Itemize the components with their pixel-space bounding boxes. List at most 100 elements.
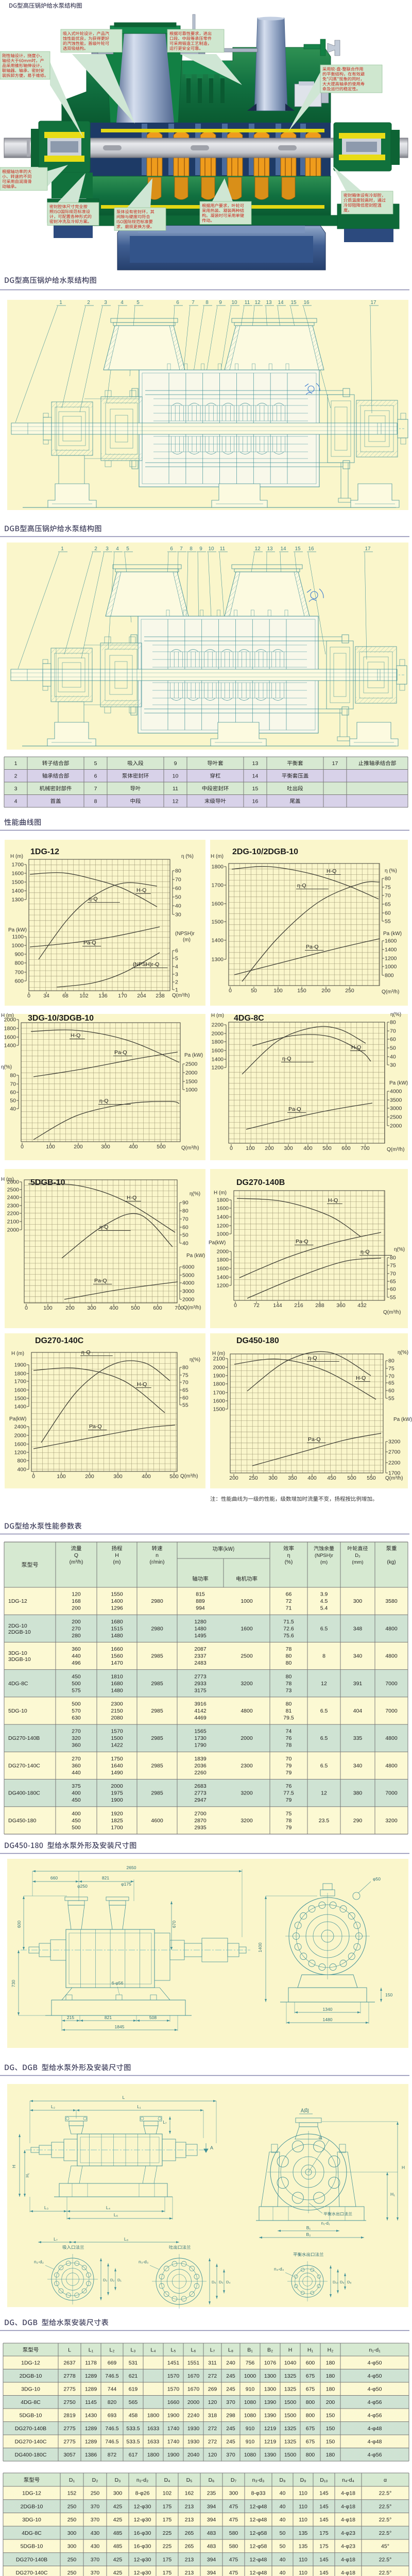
svg-text:B₂: B₂: [267, 2347, 273, 2353]
svg-text:7000: 7000: [385, 1681, 398, 1687]
svg-text:13: 13: [266, 300, 272, 306]
svg-text:2337: 2337: [194, 1653, 207, 1659]
svg-text:30: 30: [175, 912, 181, 918]
svg-text:(r/min): (r/min): [150, 1560, 165, 1565]
svg-text:1975: 1975: [111, 1790, 123, 1797]
svg-text:5DGB-10: 5DGB-10: [21, 2544, 43, 2550]
svg-text:120: 120: [72, 1591, 81, 1598]
svg-text:70: 70: [390, 1271, 396, 1277]
svg-text:180: 180: [326, 2373, 335, 2379]
svg-text:12-φ30: 12-φ30: [134, 2570, 151, 2576]
svg-text:60: 60: [388, 1388, 394, 1394]
svg-text:1400: 1400: [212, 938, 224, 944]
svg-text:1900: 1900: [213, 1373, 226, 1379]
svg-text:175: 175: [163, 2517, 172, 2523]
svg-text:400: 400: [72, 1810, 81, 1817]
svg-text:n₂-d₂: n₂-d₂: [136, 2477, 148, 2483]
svg-text:2000: 2000: [7, 1227, 20, 1233]
svg-text:80: 80: [390, 1020, 396, 1026]
svg-text:H: H: [115, 1552, 119, 1558]
svg-text:12-φ48: 12-φ48: [250, 2503, 267, 2510]
svg-text:135: 135: [299, 2530, 308, 2536]
svg-text:2: 2: [94, 546, 97, 552]
svg-text:889: 889: [196, 1598, 205, 1604]
svg-text:4-φ56: 4-φ56: [368, 2399, 382, 2405]
svg-text:55: 55: [390, 1295, 396, 1301]
svg-text:1800: 1800: [217, 1257, 229, 1263]
svg-text:1680: 1680: [111, 1681, 123, 1687]
svg-text:80: 80: [182, 1208, 188, 1214]
svg-text:2DGB-10: 2DGB-10: [8, 1629, 31, 1635]
svg-text:3916: 3916: [194, 1701, 207, 1707]
svg-text:2150: 2150: [111, 1708, 123, 1714]
svg-text:483: 483: [207, 2544, 216, 2550]
svg-text:L₆: L₆: [114, 2212, 118, 2217]
svg-text:23.5: 23.5: [319, 1818, 330, 1824]
svg-text:2985: 2985: [151, 1708, 163, 1714]
svg-text:250: 250: [67, 2556, 77, 2563]
svg-text:1633: 1633: [147, 2426, 160, 2432]
svg-text:250: 250: [67, 2503, 77, 2510]
svg-text:1900: 1900: [14, 1362, 27, 1368]
svg-text:265: 265: [185, 2544, 194, 2550]
svg-text:1730: 1730: [194, 1735, 207, 1741]
svg-text:1800: 1800: [213, 1381, 226, 1387]
svg-text:η (%): η (%): [181, 854, 194, 859]
svg-text:1000: 1000: [217, 1231, 229, 1238]
svg-text:215: 215: [67, 2015, 74, 2020]
svg-text:1080: 1080: [244, 2452, 256, 2458]
svg-text:4: 4: [175, 964, 178, 970]
svg-text:1500: 1500: [212, 919, 224, 925]
svg-text:α: α: [319, 2135, 321, 2140]
svg-text:360: 360: [72, 1762, 81, 1769]
svg-text:265: 265: [185, 2530, 194, 2536]
svg-text:40: 40: [280, 2490, 286, 2497]
svg-text:1400: 1400: [4, 1043, 16, 1049]
svg-text:H (m): H (m): [212, 1351, 225, 1357]
svg-text:2DGB-10: 2DGB-10: [20, 2373, 42, 2379]
svg-text:η: η: [287, 1552, 290, 1558]
svg-text:152: 152: [67, 2490, 77, 2497]
svg-text:669: 669: [108, 2360, 117, 2366]
svg-text:475: 475: [229, 2556, 238, 2563]
svg-text:72: 72: [286, 1598, 292, 1604]
svg-text:80: 80: [286, 1673, 292, 1680]
svg-text:L₂: L₂: [110, 2347, 115, 2353]
svg-text:78: 78: [286, 1742, 292, 1749]
svg-text:4-φ18: 4-φ18: [341, 2556, 355, 2563]
svg-text:3: 3: [14, 786, 18, 792]
svg-text:430: 430: [91, 2530, 100, 2536]
svg-text:617: 617: [129, 2452, 138, 2458]
svg-text:DG270-140B: DG270-140B: [15, 2426, 46, 2432]
svg-text:300: 300: [113, 2490, 123, 2497]
svg-text:φ175: φ175: [121, 1882, 131, 1887]
svg-text:375: 375: [72, 1783, 81, 1789]
svg-text:78: 78: [286, 1818, 292, 1824]
svg-text:1500: 1500: [284, 2413, 297, 2419]
svg-text:3DG-10: 3DG-10: [22, 2517, 41, 2523]
svg-text:(kg): (kg): [387, 1560, 396, 1565]
svg-text:175: 175: [163, 2556, 172, 2563]
svg-text:H₂: H₂: [328, 2347, 334, 2353]
svg-text:500: 500: [72, 1824, 81, 1831]
svg-text:DG270-140B: DG270-140B: [236, 1178, 285, 1187]
svg-text:910: 910: [246, 2386, 255, 2393]
svg-text:70: 70: [286, 1756, 292, 1762]
svg-text:2775: 2775: [63, 2426, 76, 2432]
svg-text:3DGB-10: 3DGB-10: [8, 1656, 31, 1663]
svg-text:200: 200: [321, 988, 331, 994]
svg-text:1200: 1200: [217, 1223, 229, 1229]
svg-text:n₁-d₁: n₁-d₁: [321, 2221, 330, 2226]
svg-text:η-Q: η-Q: [81, 1349, 91, 1355]
svg-text:12-φ30: 12-φ30: [134, 2556, 151, 2563]
svg-text:1660: 1660: [111, 1646, 123, 1652]
svg-text:6: 6: [94, 773, 97, 779]
svg-text:800: 800: [306, 2413, 315, 2419]
svg-text:4-φ23: 4-φ23: [341, 2544, 355, 2550]
svg-text:50: 50: [280, 2530, 286, 2536]
svg-text:15: 15: [295, 546, 301, 552]
svg-text:1633: 1633: [147, 2439, 160, 2445]
svg-text:30: 30: [390, 1062, 396, 1069]
svg-text:394: 394: [207, 2517, 216, 2523]
svg-text:1390: 1390: [264, 2399, 277, 2405]
